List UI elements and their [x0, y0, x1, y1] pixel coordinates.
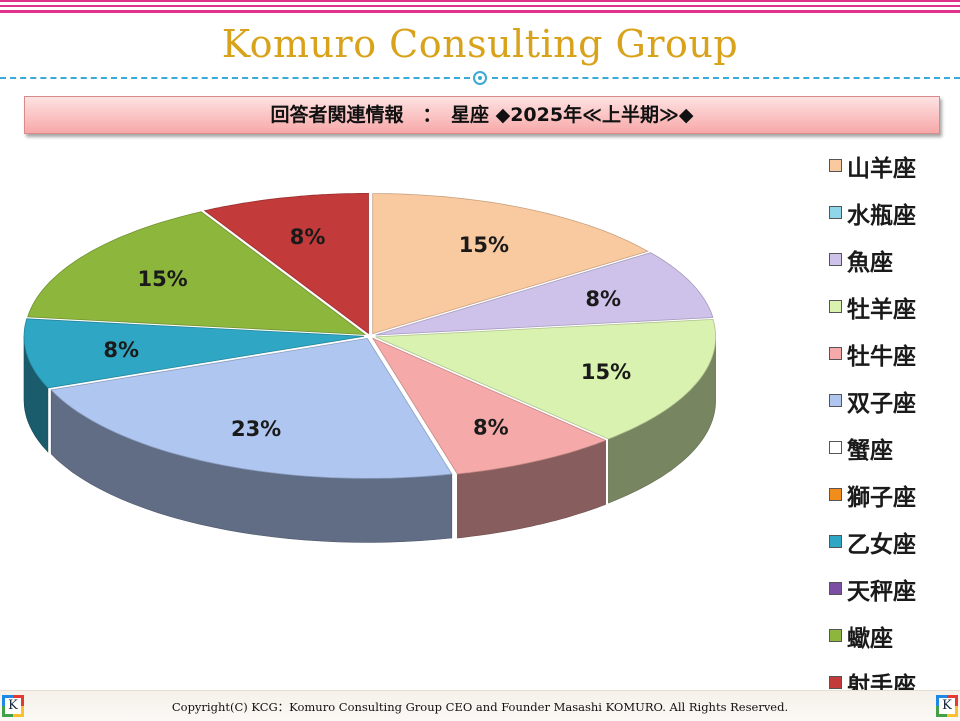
legend-label: 獅子座	[847, 484, 916, 511]
legend-item: 双子座	[829, 377, 959, 424]
legend-item: 水瓶座	[829, 189, 959, 236]
k-logo-left-icon: K	[2, 695, 24, 717]
legend-label: 蠍座	[847, 625, 893, 652]
legend-item: 牡羊座	[829, 283, 959, 330]
pie-data-label: 15%	[137, 267, 187, 291]
legend-label: 水瓶座	[847, 202, 916, 229]
legend-label: 魚座	[847, 249, 893, 276]
pie-chart: 15% 8% 15% 8% 23% 8% 15% 8%	[23, 193, 716, 543]
pie-data-label: 8%	[473, 416, 509, 440]
pie-slice	[371, 337, 607, 475]
legend-item: 蠍座	[829, 612, 959, 659]
k-logo-right-icon: K	[936, 695, 958, 717]
pie-slice	[375, 252, 714, 336]
pie-data-label: 15%	[581, 360, 631, 384]
legend-item: 獅子座	[829, 471, 959, 518]
legend-label: 乙女座	[847, 531, 916, 558]
legend-item: 天秤座	[829, 565, 959, 612]
legend-swatch	[829, 629, 842, 642]
divider-right	[492, 77, 960, 79]
legend-swatch	[829, 159, 842, 172]
legend-item: 蟹座	[829, 424, 959, 471]
top-stripes	[0, 0, 960, 16]
copyright-text: Copyright(C) KCG：Komuro Consulting Group…	[171, 700, 789, 714]
legend-swatch	[829, 347, 842, 360]
pie-data-label: 15%	[459, 233, 509, 257]
pie-tops	[23, 193, 716, 479]
footer: K Copyright(C) KCG：Komuro Consulting Gro…	[0, 690, 960, 721]
pie-labels: 15% 8% 15% 8% 23% 8% 15% 8%	[103, 225, 631, 441]
legend-item: 乙女座	[829, 518, 959, 565]
legend-swatch	[829, 253, 842, 266]
pie-slice	[372, 193, 649, 335]
legend-label: 天秤座	[847, 578, 916, 605]
legend-swatch	[829, 300, 842, 313]
legend-swatch	[829, 676, 842, 689]
legend-swatch	[829, 441, 842, 454]
pie-data-label: 8%	[103, 338, 139, 362]
brand-title: Komuro Consulting Group	[221, 22, 739, 66]
legend-label: 双子座	[847, 390, 916, 417]
legend-swatch	[829, 206, 842, 219]
legend: 山羊座 水瓶座 魚座 牡羊座 牡牛座 双子座 蟹座 獅子座 乙女座 天秤座 蠍座 射手座	[829, 142, 959, 706]
pie-slice	[23, 318, 365, 389]
pie-slice	[27, 211, 367, 335]
legend-label: 蟹座	[847, 437, 893, 464]
pie-slice	[375, 318, 716, 440]
pie-slice	[203, 193, 369, 335]
divider-left	[0, 77, 470, 79]
legend-swatch	[829, 394, 842, 407]
legend-swatch	[829, 535, 842, 548]
pie-sides	[23, 336, 716, 543]
legend-swatch	[829, 582, 842, 595]
pie-data-label: 23%	[231, 417, 281, 441]
pie-data-label: 8%	[290, 225, 326, 249]
legend-label: 山羊座	[847, 155, 916, 182]
pie-data-label: 8%	[585, 287, 621, 311]
header-bar: 回答者関連情報 ： 星座 ◆2025年≪上半期≫◆	[24, 96, 940, 134]
pie-slice	[50, 337, 453, 479]
legend-item: 牡牛座	[829, 330, 959, 377]
legend-item: 山羊座	[829, 142, 959, 189]
legend-label: 牡牛座	[847, 343, 916, 370]
legend-label: 牡羊座	[847, 296, 916, 323]
legend-item: 魚座	[829, 236, 959, 283]
legend-swatch	[829, 488, 842, 501]
divider-center-dot	[473, 71, 487, 85]
